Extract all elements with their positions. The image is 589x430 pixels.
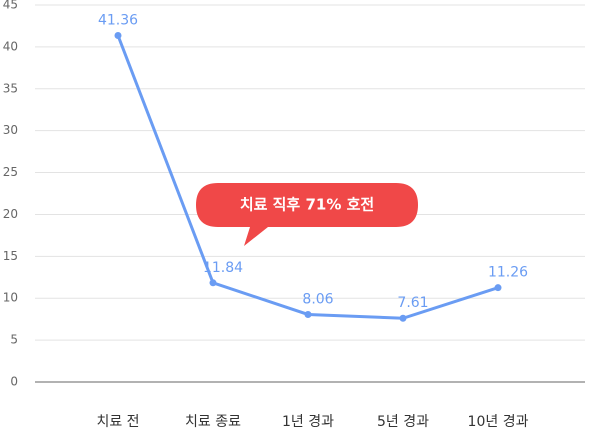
value-label: 11.26 xyxy=(488,265,528,281)
x-tick-label: 치료 전 xyxy=(96,414,139,430)
annotation-bubble xyxy=(196,183,418,246)
value-label: 8.06 xyxy=(302,291,333,307)
y-tick-label: 20 xyxy=(3,207,18,221)
y-tick-label: 35 xyxy=(3,81,18,95)
point xyxy=(494,284,502,292)
x-tick-label: 10년 경과 xyxy=(468,414,529,430)
y-tick-label: 5 xyxy=(10,333,18,347)
value-label: 11.84 xyxy=(203,260,243,276)
value-label: 7.61 xyxy=(397,295,428,311)
y-tick-label: 0 xyxy=(10,375,18,389)
annotation-text: 치료 직후 71% 호전 xyxy=(240,196,374,214)
point xyxy=(304,310,312,318)
annotation: 치료 직후 71% 호전 xyxy=(196,183,418,246)
point xyxy=(209,279,217,287)
point xyxy=(114,31,122,39)
x-tick-label: 치료 종료 xyxy=(185,414,241,430)
y-tick-label: 10 xyxy=(3,291,18,305)
y-tick-label: 25 xyxy=(3,165,18,179)
y-tick-label: 45 xyxy=(3,0,18,12)
x-tick-label: 5년 경과 xyxy=(377,414,429,430)
y-tick-label: 30 xyxy=(3,123,18,137)
value-label: 41.36 xyxy=(98,12,138,28)
x-tick-label: 1년 경과 xyxy=(282,414,334,430)
line xyxy=(116,34,499,320)
y-tick-label: 40 xyxy=(3,39,18,53)
point xyxy=(399,314,407,322)
y-tick-label: 15 xyxy=(3,249,18,263)
